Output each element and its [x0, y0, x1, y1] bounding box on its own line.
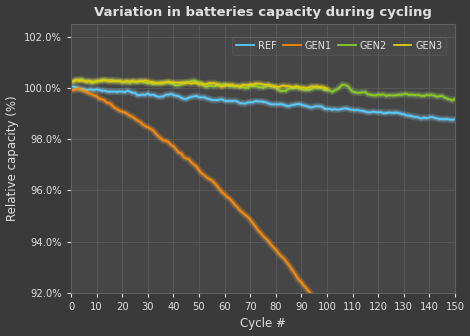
GEN1 — [314, 300, 320, 304]
GEN3 — [263, 83, 268, 87]
REF — [68, 85, 74, 89]
REF — [304, 104, 309, 108]
GEN2 — [450, 98, 455, 102]
GEN3 — [73, 78, 79, 82]
Line: GEN2: GEN2 — [70, 79, 455, 101]
GEN1 — [304, 287, 309, 291]
GEN2 — [258, 85, 263, 89]
GEN1 — [206, 177, 212, 181]
GEN3 — [68, 80, 74, 84]
REF — [450, 118, 455, 122]
GEN1 — [76, 86, 81, 90]
Line: GEN1: GEN1 — [70, 88, 455, 336]
GEN3 — [188, 82, 194, 86]
GEN1 — [68, 88, 74, 92]
X-axis label: Cycle #: Cycle # — [240, 318, 286, 330]
REF — [71, 85, 77, 89]
GEN2 — [206, 84, 212, 88]
GEN2 — [78, 77, 84, 81]
Legend: REF, GEN1, GEN2, GEN3: REF, GEN1, GEN2, GEN3 — [232, 37, 446, 54]
GEN3 — [250, 83, 256, 87]
GEN2 — [68, 80, 74, 84]
REF — [314, 104, 320, 108]
GEN3 — [135, 80, 141, 84]
GEN2 — [304, 88, 309, 92]
GEN3 — [89, 79, 94, 83]
Title: Variation in batteries capacity during cycling: Variation in batteries capacity during c… — [94, 6, 432, 18]
GEN3 — [324, 86, 330, 90]
REF — [258, 99, 263, 103]
GEN2 — [452, 97, 458, 101]
GEN3 — [224, 83, 230, 87]
REF — [447, 118, 453, 122]
REF — [206, 97, 212, 101]
REF — [339, 107, 345, 111]
Y-axis label: Relative capacity (%): Relative capacity (%) — [6, 95, 18, 221]
GEN2 — [339, 83, 345, 87]
Line: GEN3: GEN3 — [70, 79, 328, 89]
Line: REF: REF — [70, 86, 455, 120]
REF — [452, 117, 458, 121]
GEN1 — [258, 230, 263, 235]
GEN2 — [314, 86, 320, 90]
GEN2 — [447, 97, 453, 101]
